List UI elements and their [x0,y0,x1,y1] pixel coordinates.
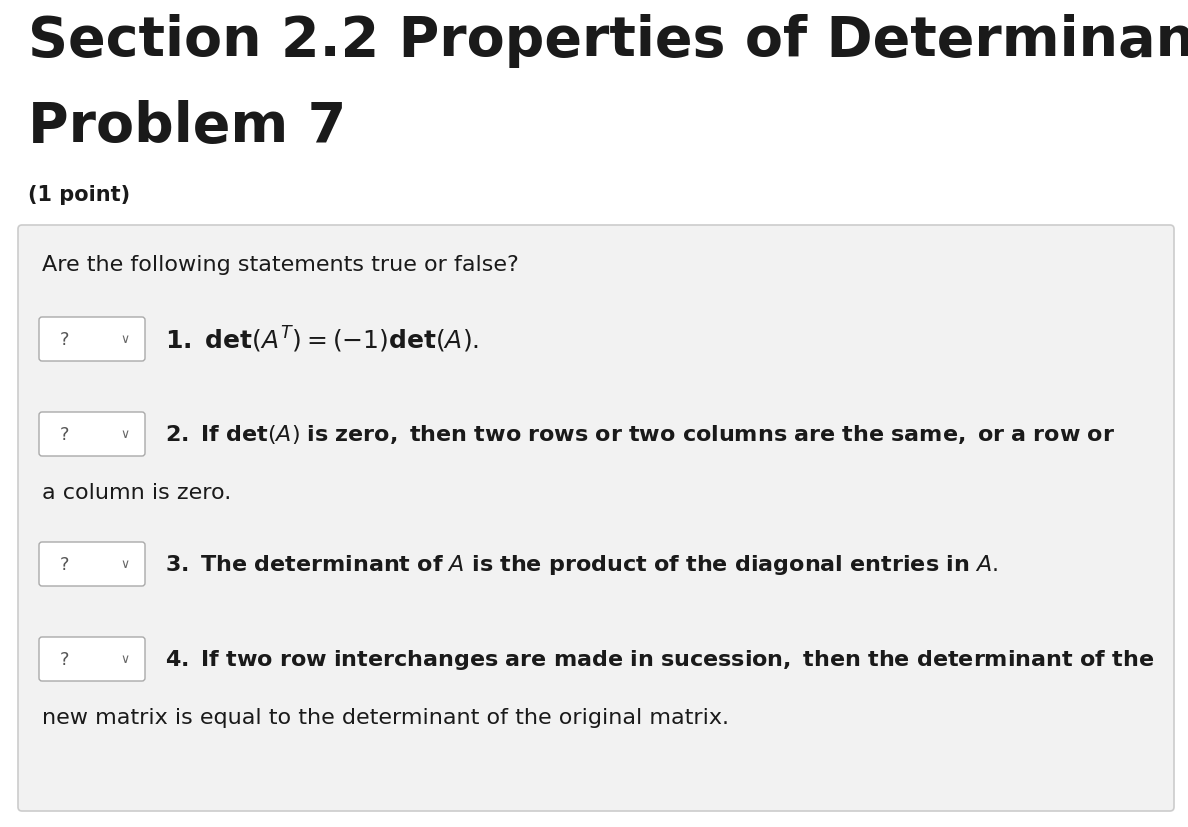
Text: $\mathbf{4.}$ $\mathbf{If\ two\ row\ interchanges\ are\ made\ in\ sucession,\ th: $\mathbf{4.}$ $\mathbf{If\ two\ row\ int… [165,648,1154,672]
Text: Section 2.2 Properties of Determinants:: Section 2.2 Properties of Determinants: [29,14,1188,68]
Text: ?: ? [61,331,70,348]
Text: ?: ? [61,650,70,668]
Text: ?: ? [61,555,70,573]
Text: $\mathbf{1.}\ \mathbf{det}(A^{T}) = (-1)\mathbf{det}(A).$: $\mathbf{1.}\ \mathbf{det}(A^{T}) = (-1)… [165,324,479,355]
Text: a column is zero.: a column is zero. [42,482,232,502]
FancyBboxPatch shape [39,318,145,361]
Text: ∨: ∨ [120,653,129,666]
Text: Are the following statements true or false?: Are the following statements true or fal… [42,255,519,275]
Text: ∨: ∨ [120,558,129,571]
FancyBboxPatch shape [39,638,145,681]
FancyBboxPatch shape [39,543,145,586]
Text: $\mathbf{3.}$ $\mathbf{The\ determinant\ of}\ \mathit{A}\ \mathbf{is\ the\ produ: $\mathbf{3.}$ $\mathbf{The\ determinant\… [165,552,998,576]
Text: new matrix is equal to the determinant of the original matrix.: new matrix is equal to the determinant o… [42,707,729,727]
Text: ?: ? [61,425,70,443]
Text: Problem 7: Problem 7 [29,100,346,154]
FancyBboxPatch shape [39,413,145,457]
Text: $\mathbf{2.}$ $\mathbf{If\ det}(A)$ $\mathbf{is\ zero,\ then\ two\ rows\ or\ two: $\mathbf{2.}$ $\mathbf{If\ det}(A)$ $\ma… [165,423,1116,446]
FancyBboxPatch shape [18,226,1174,811]
Text: ∨: ∨ [120,428,129,441]
Text: ∨: ∨ [120,333,129,346]
Text: (1 point): (1 point) [29,184,131,205]
